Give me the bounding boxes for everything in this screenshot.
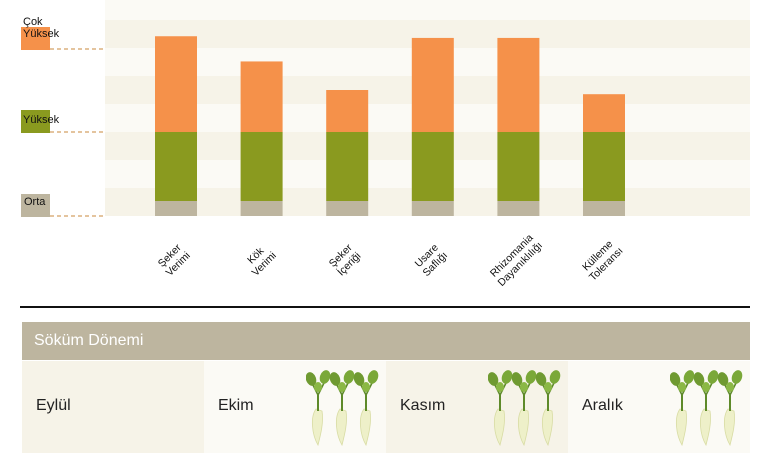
bar-segment-cok-yuksek xyxy=(411,37,454,132)
legend-swatch xyxy=(21,27,50,50)
bar-segment-yuksek xyxy=(497,132,540,201)
bar-segment-orta xyxy=(155,201,197,216)
bar-segment-cok-yuksek xyxy=(497,37,540,132)
month-label: Aralık xyxy=(582,397,623,414)
bar-segment-yuksek xyxy=(155,132,197,201)
bar-segment-yuksek xyxy=(326,132,369,201)
sugar-beet-icon xyxy=(487,365,562,452)
month-cell-october: Ekim xyxy=(204,361,386,453)
bar-segment-orta xyxy=(497,201,540,216)
bar-segment-yuksek xyxy=(411,132,454,201)
bar-segment-orta xyxy=(326,201,369,216)
month-cell-november: Kasım xyxy=(386,361,568,453)
legend-label: Yüksek xyxy=(23,114,60,126)
harvest-period-header: Söküm Dönemi xyxy=(22,322,750,360)
bar-segment-cok-yuksek xyxy=(583,94,625,132)
trait-chart xyxy=(22,0,750,217)
sugar-beet-icon xyxy=(669,365,744,452)
legend-label: Orta xyxy=(24,196,46,208)
harvest-period-title: Söküm Dönemi xyxy=(34,332,144,349)
legend-swatch xyxy=(21,110,50,133)
month-cell-september: Eylül xyxy=(22,361,204,453)
sugar-beet-icon xyxy=(305,365,380,452)
legend-swatch xyxy=(21,194,50,217)
month-label: Kasım xyxy=(400,397,446,414)
bar-segment-yuksek xyxy=(240,132,283,201)
section-divider xyxy=(20,306,750,308)
bar-segment-yuksek xyxy=(583,132,625,201)
bar-segment-orta xyxy=(240,201,283,216)
bar-segment-cok-yuksek xyxy=(326,90,369,132)
month-label: Eylül xyxy=(36,397,71,414)
bar-segment-cok-yuksek xyxy=(155,36,197,132)
month-label: Ekim xyxy=(218,397,254,414)
legend-label: Çok Yüksek xyxy=(23,16,60,40)
bar-segment-orta xyxy=(411,201,454,216)
bar-segment-cok-yuksek xyxy=(240,61,283,132)
harvest-months-row: Eylül Ekim xyxy=(22,361,750,453)
month-cell-december: Aralık xyxy=(568,361,750,453)
grid-band xyxy=(105,0,750,20)
bar-segment-orta xyxy=(583,201,625,216)
